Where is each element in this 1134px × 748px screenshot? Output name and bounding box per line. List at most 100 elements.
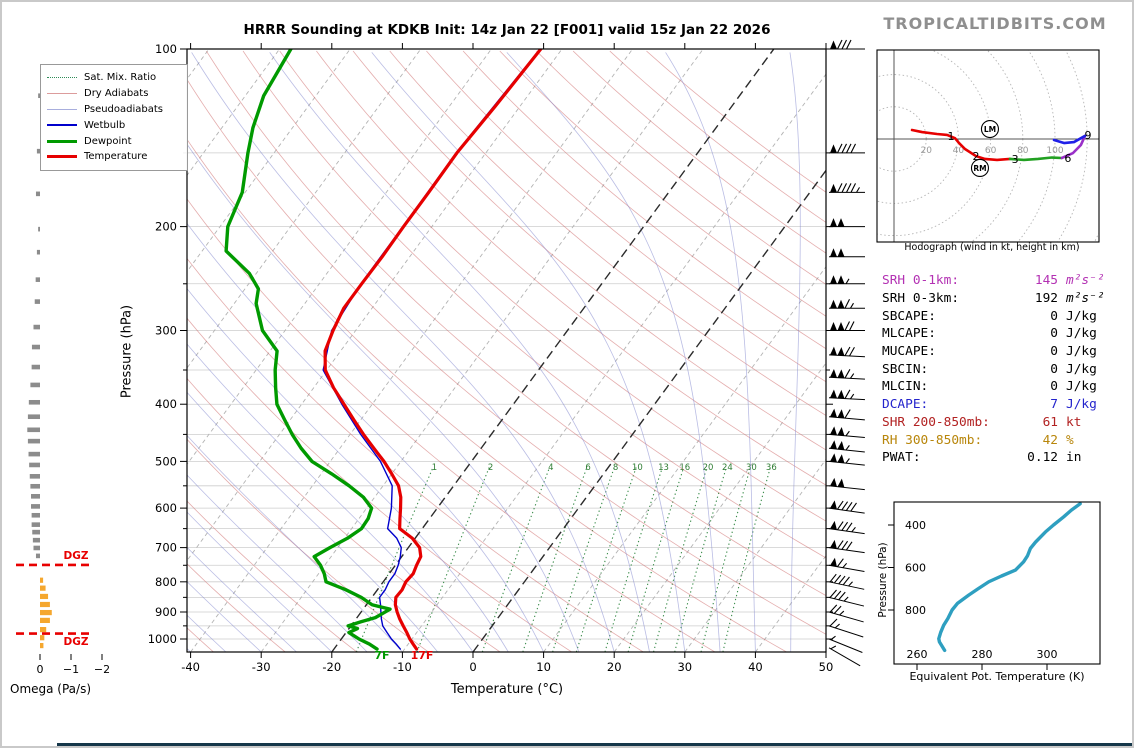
isotherm	[190, 49, 633, 652]
legend-label: Pseudoadiabats	[84, 103, 164, 115]
omega-bar-positive	[33, 545, 40, 551]
wind-barb	[828, 589, 865, 607]
index-unit: m²s⁻²	[1066, 291, 1105, 307]
barb-pennant	[830, 299, 837, 309]
omega-bar-positive	[32, 537, 40, 543]
barb-pennant	[829, 368, 837, 378]
thetae-plot-area	[937, 502, 1082, 653]
wind-barb	[829, 39, 865, 50]
omega-tick-label: −2	[94, 663, 110, 676]
index-unit: J/kg	[1066, 397, 1097, 413]
omega-bar-positive	[31, 364, 40, 370]
pseudoadiabat	[187, 511, 333, 652]
pseudoadiabat	[506, 52, 721, 652]
barb-full	[844, 409, 851, 419]
storm-motion-label: RM	[973, 164, 986, 173]
thetae-y-tick-label: 800	[905, 604, 926, 617]
index-unit: kt	[1066, 414, 1082, 430]
legend-item: Sat. Mix. Ratio	[47, 70, 181, 86]
barb-pennant	[829, 408, 837, 418]
pressure-tick-label: 700	[155, 541, 177, 555]
wind-barb	[828, 408, 865, 421]
omega-bar-negative	[40, 585, 46, 591]
pseudoadiabat	[187, 222, 544, 652]
pseudoadiabat	[187, 343, 474, 652]
hodograph-caption: Hodograph (wind in kt, height in km)	[904, 242, 1080, 253]
omega-bar-positive	[29, 474, 40, 479]
barb-half	[842, 562, 848, 569]
barb-full	[850, 502, 857, 512]
dry-adiabat	[462, 50, 826, 350]
x-tick-label: -30	[252, 660, 271, 674]
mixing-ratio-label: 16	[679, 463, 690, 473]
wind-barb	[828, 477, 865, 491]
index-value: 0	[1050, 326, 1058, 342]
index-label: MUCAPE:	[882, 344, 936, 360]
wind-barb	[828, 368, 865, 380]
pressure-tick-label: 900	[155, 605, 177, 619]
barb-full	[844, 321, 850, 331]
pressure-tick-label: 200	[155, 220, 177, 234]
mixing-ratio-label: 13	[658, 463, 669, 473]
index-label: DCAPE:	[882, 397, 929, 413]
wind-barb	[828, 520, 865, 535]
dry-adiabat	[187, 198, 716, 652]
legend-label: Wetbulb	[84, 119, 126, 131]
barb-full	[836, 521, 844, 531]
legend-label: Dewpoint	[84, 135, 132, 147]
pressure-tick-label: 100	[155, 42, 177, 56]
pressure-tick-label: 400	[155, 397, 177, 411]
barb-full	[838, 591, 846, 601]
barb-half	[839, 610, 845, 616]
barb-full	[846, 143, 852, 154]
barb-half	[848, 581, 853, 587]
hodograph-ring-label: 80	[1017, 146, 1029, 156]
thetae-frame	[893, 501, 1101, 665]
hodograph-trace-0-3km	[910, 128, 1012, 162]
index-label: SRH 0-1km:	[882, 273, 960, 289]
omega-bar-positive	[35, 553, 40, 559]
barb-half	[845, 278, 850, 285]
barb-pennant	[837, 409, 845, 419]
mixing-ratio-line	[522, 467, 588, 652]
barb-half	[830, 645, 837, 650]
wind-barb	[828, 500, 865, 514]
omega-bar-positive	[38, 93, 40, 99]
barb-full	[841, 183, 847, 193]
barb-full	[842, 576, 850, 586]
pressure-tick-label: 1000	[148, 632, 177, 646]
wind-barb	[828, 635, 863, 653]
dry-adiabat	[187, 257, 644, 652]
legend-item: Pseudoadiabats	[47, 102, 181, 118]
barb-full	[829, 618, 838, 627]
index-value: 0	[1050, 308, 1058, 324]
index-label: MLCAPE:	[882, 326, 936, 342]
temperature-curve	[323, 49, 543, 651]
barb-pennant	[837, 322, 845, 331]
barb-half	[843, 596, 849, 602]
mixing-ratio-line	[627, 467, 685, 652]
barb-full	[833, 574, 842, 584]
legend-label: Dry Adiabats	[84, 88, 149, 100]
barb-full	[846, 183, 852, 193]
barb-full	[829, 589, 837, 598]
skewt-frame	[186, 48, 827, 653]
barb-pennant	[837, 389, 845, 399]
omega-bar-negative	[40, 593, 49, 600]
index-row: SRH 0-1km: 145 m²s⁻²	[882, 272, 1132, 290]
legend-line-sample	[47, 155, 77, 159]
barb-half	[851, 526, 856, 533]
pressure-tick-label: 800	[155, 575, 177, 589]
wind-barb	[828, 346, 865, 358]
index-row: MLCIN: 0 J/kg	[882, 378, 1132, 396]
mixing-ratio-line	[674, 467, 727, 652]
dry-adiabat	[609, 50, 826, 223]
index-label: RH 300-850mb:	[882, 432, 983, 448]
barb-pennant	[837, 299, 845, 309]
index-value: 145	[1034, 273, 1058, 289]
barb-full	[845, 501, 853, 511]
wind-barb	[828, 453, 865, 466]
barb-half	[850, 393, 855, 400]
legend-line-sample	[47, 124, 77, 127]
